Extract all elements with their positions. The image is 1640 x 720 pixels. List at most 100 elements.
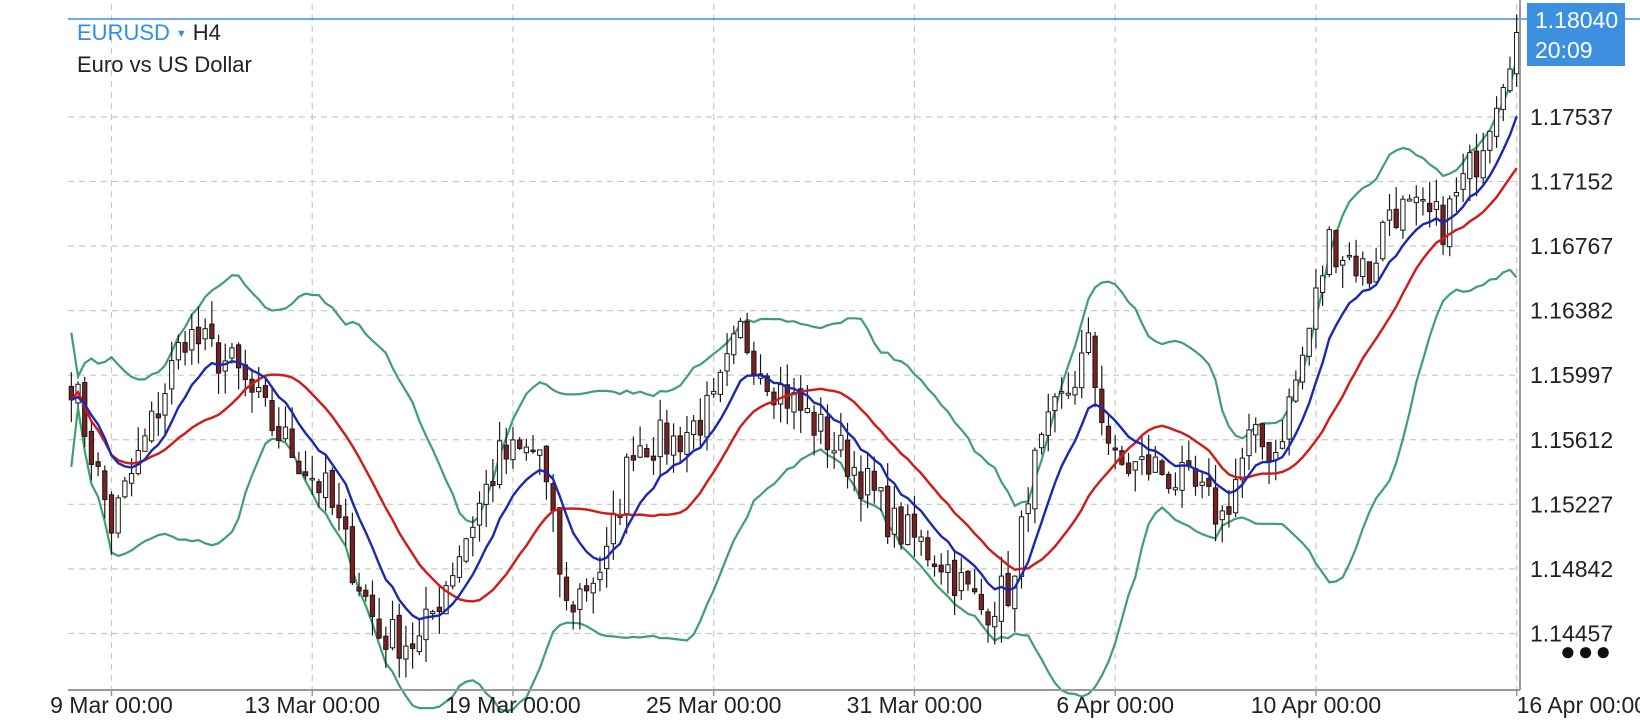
candle-bull	[222, 360, 228, 372]
candle-bear	[1159, 460, 1165, 475]
candle-bull	[322, 472, 329, 499]
candle-bull	[838, 434, 844, 451]
candle-bull	[1065, 392, 1071, 396]
x-tick-label: 10 Apr 00:00	[1251, 692, 1381, 718]
candle-bull	[430, 611, 436, 615]
candle-bull	[690, 420, 697, 435]
candle-bull	[202, 328, 208, 340]
moving-averages	[70, 115, 1518, 621]
candle-bull	[717, 371, 724, 395]
candle-bull	[918, 536, 924, 542]
candle-bull	[1433, 201, 1440, 210]
candle-bear	[1145, 454, 1152, 475]
candle-bull	[537, 449, 543, 456]
symbol-description: Euro vs US Dollar	[77, 52, 252, 77]
candle-bull	[443, 585, 449, 615]
candle-bull	[637, 445, 643, 458]
x-tick-label: 13 Mar 00:00	[244, 692, 380, 718]
candle-bull	[597, 571, 603, 581]
candle-bear	[1473, 150, 1480, 178]
candle-bear	[108, 494, 115, 534]
candle-bull	[1179, 462, 1185, 491]
candle-bull	[731, 333, 737, 356]
candle-bull	[777, 384, 784, 405]
candle-bear	[1366, 261, 1373, 284]
candle-bear	[630, 455, 637, 461]
candle-bear	[409, 643, 416, 649]
candle-bull	[1219, 510, 1225, 521]
candle-bull	[905, 514, 911, 546]
candle-bull	[1480, 150, 1486, 179]
candle-bull	[1500, 87, 1506, 110]
candle-bear	[931, 563, 938, 567]
candle-bull	[1072, 386, 1078, 396]
candle-bull	[1052, 396, 1058, 412]
candle-bear	[1092, 335, 1098, 388]
candle-bear	[664, 422, 670, 455]
candle-bull	[851, 466, 857, 476]
candle-bear	[744, 321, 750, 354]
candle-bull	[169, 360, 175, 390]
candle-bear	[644, 448, 650, 458]
candle-bull	[1460, 173, 1466, 190]
candle-bull	[791, 392, 797, 413]
candle-bear	[215, 342, 222, 374]
ma-fast-line	[70, 115, 1518, 621]
candle-bull	[403, 645, 409, 660]
more-dots-icon[interactable]: ●●●	[1560, 636, 1614, 666]
candle-bear	[543, 445, 550, 483]
candle-bull	[450, 575, 456, 587]
candle-bear	[349, 526, 356, 584]
candle-bear	[1259, 423, 1266, 448]
candle-bull	[831, 450, 837, 454]
candle-bull	[878, 487, 884, 492]
candle-bull	[1340, 259, 1346, 266]
candle-bull	[456, 556, 463, 578]
candle-bull	[423, 608, 429, 641]
current-price-badge: 1.18040 20:09	[1527, 3, 1625, 66]
candle-bull	[1400, 198, 1406, 231]
candle-bear	[798, 388, 804, 411]
current-price-value: 1.18040	[1535, 7, 1619, 33]
symbol-header[interactable]: EURUSD ▼ H4	[77, 20, 221, 46]
candle-bear	[583, 585, 590, 592]
candle-bull	[1079, 352, 1085, 389]
y-tick-label: 1.15612	[1530, 427, 1613, 453]
candle-bear	[1427, 202, 1433, 213]
candle-bear	[1112, 447, 1118, 451]
candle-bear	[751, 350, 757, 375]
candle-bear	[1353, 255, 1359, 277]
candle-bull	[958, 572, 964, 592]
y-tick-label: 1.17537	[1530, 104, 1613, 130]
candle-bear	[844, 439, 851, 477]
candle-bull	[148, 410, 155, 442]
candle-bull	[1172, 487, 1179, 491]
y-tick-label: 1.17152	[1530, 168, 1613, 194]
candle-bull	[1326, 229, 1332, 275]
candle-bear	[972, 588, 978, 593]
candle-bear	[95, 461, 101, 467]
candle-bear	[1226, 506, 1232, 515]
candle-bull	[142, 435, 148, 452]
candle-bull	[1012, 575, 1018, 610]
x-tick-label: 16 Apr 00:00	[1517, 692, 1640, 718]
dropdown-triangle-icon[interactable]: ▼	[175, 28, 187, 41]
candle-bull	[122, 480, 128, 498]
candle-bear	[965, 570, 971, 585]
candle-bear	[436, 606, 443, 612]
candle-bull	[1045, 411, 1051, 436]
symbol-name[interactable]: EURUSD	[77, 20, 170, 45]
y-tick-label: 1.14457	[1530, 620, 1613, 646]
candle-bear	[985, 611, 991, 626]
candle-bull	[1360, 258, 1366, 277]
candle-bull	[510, 439, 516, 461]
candle-bull	[724, 353, 730, 372]
candle-bear	[898, 506, 904, 545]
candle-bull	[1085, 332, 1092, 353]
candle-bull	[1239, 457, 1245, 481]
candle-bear	[343, 516, 349, 530]
x-axis-labels: 9 Mar 00:00 13 Mar 00:00 19 Mar 00:00 25 Ma…	[50, 690, 1640, 718]
candle-bear	[811, 411, 817, 436]
candle-bear	[356, 586, 362, 592]
